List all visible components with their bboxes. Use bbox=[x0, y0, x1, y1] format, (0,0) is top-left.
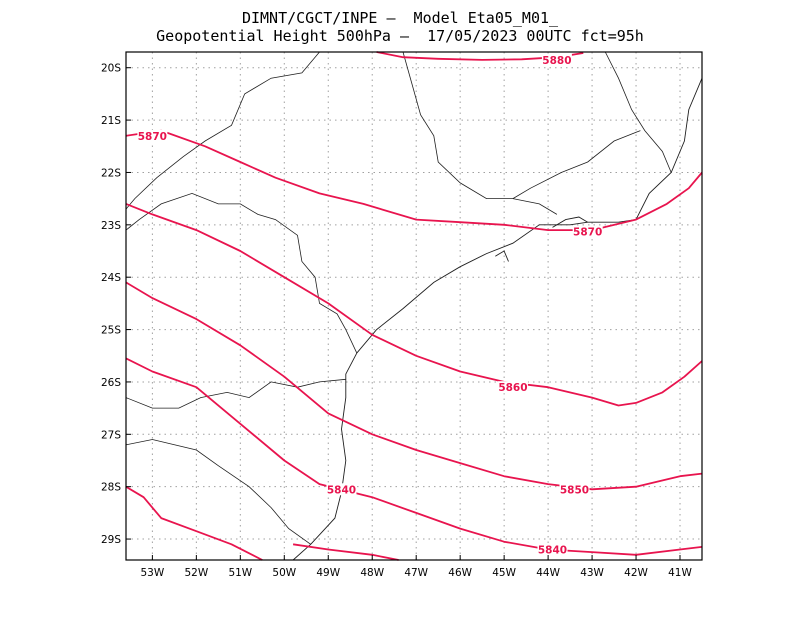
contour-label-background bbox=[537, 543, 568, 556]
contour-label-background bbox=[572, 225, 603, 238]
x-tick-label: 51W bbox=[228, 567, 252, 579]
coastline-segment bbox=[292, 352, 358, 561]
x-tick-label: 53W bbox=[141, 567, 165, 579]
x-tick-label: 44W bbox=[536, 567, 560, 579]
x-tick-label: 45W bbox=[492, 567, 516, 579]
state-border-line bbox=[512, 130, 641, 199]
state-border-line bbox=[125, 51, 320, 210]
state-border-line bbox=[604, 51, 672, 173]
contour-5830 bbox=[292, 543, 399, 561]
y-tick-label: 25S bbox=[101, 325, 121, 337]
y-tick-label: 28S bbox=[101, 482, 121, 494]
contour-5860 bbox=[125, 203, 703, 407]
state-border-line bbox=[125, 378, 346, 409]
map-title-line-2: Geopotential Height 500hPa — 17/05/2023 … bbox=[156, 27, 644, 45]
contour-5840 bbox=[125, 357, 703, 556]
y-tick-label: 26S bbox=[101, 377, 121, 389]
x-tick-label: 43W bbox=[580, 567, 604, 579]
state-borders bbox=[125, 51, 672, 545]
contour-5870 bbox=[125, 129, 703, 231]
x-tick-label: 46W bbox=[448, 567, 472, 579]
state-border-line bbox=[402, 51, 558, 215]
contour-label: 5870 bbox=[573, 227, 602, 239]
contour-label: 5860 bbox=[498, 382, 527, 394]
state-border-line bbox=[125, 192, 358, 354]
x-tick-label: 50W bbox=[272, 567, 296, 579]
coastline bbox=[292, 78, 703, 561]
y-tick-label: 23S bbox=[101, 220, 121, 232]
contour-5850 bbox=[125, 281, 703, 491]
map-frame bbox=[125, 51, 703, 561]
contour-label-background bbox=[137, 129, 168, 142]
map-title-line-1: DIMNT/CGCT/INPE — Model Eta05_M01_ bbox=[241, 9, 559, 27]
y-tick-label: 27S bbox=[101, 429, 121, 441]
y-tick-label: 22S bbox=[101, 167, 121, 179]
lat-lon-gridlines bbox=[126, 52, 702, 560]
contour-label-background bbox=[541, 53, 572, 66]
contour-label-background bbox=[326, 483, 357, 496]
y-tick-label: 29S bbox=[101, 534, 121, 546]
geopotential-contours bbox=[125, 51, 703, 561]
state-border-line bbox=[125, 439, 311, 545]
x-tick-label: 42W bbox=[624, 567, 648, 579]
contour-label: 5840 bbox=[538, 545, 567, 557]
longitude-ticks: 53W 52W 51W 50W 49W 48W 47W 46W 45W 44W 43W 42W 41W bbox=[141, 555, 693, 579]
contour-label: 5840 bbox=[327, 484, 356, 496]
x-tick-label: 49W bbox=[316, 567, 340, 579]
x-tick-label: 52W bbox=[184, 567, 208, 579]
contour-label-background bbox=[497, 381, 528, 394]
coastline-segment bbox=[552, 216, 588, 228]
contour-label-background bbox=[559, 483, 590, 496]
y-tick-label: 21S bbox=[101, 115, 121, 127]
x-tick-label: 47W bbox=[404, 567, 428, 579]
contour-labels: 5880 5870 5870 5860 5850 5840 5840 bbox=[137, 53, 603, 557]
latitude-ticks: 20S 21S 22S 23S 24S 25S 26S 27S 28S 29S bbox=[101, 63, 131, 546]
y-tick-label: 20S bbox=[101, 63, 121, 75]
coastline-segment bbox=[356, 78, 703, 354]
y-tick-label: 24S bbox=[101, 272, 121, 284]
x-tick-label: 41W bbox=[668, 567, 692, 579]
coastline-segment bbox=[495, 250, 509, 262]
contour-5830 bbox=[125, 485, 263, 561]
contour-label: 5850 bbox=[560, 484, 589, 496]
x-tick-label: 48W bbox=[360, 567, 384, 579]
contour-label: 5880 bbox=[542, 55, 571, 67]
contour-label: 5870 bbox=[138, 131, 167, 143]
